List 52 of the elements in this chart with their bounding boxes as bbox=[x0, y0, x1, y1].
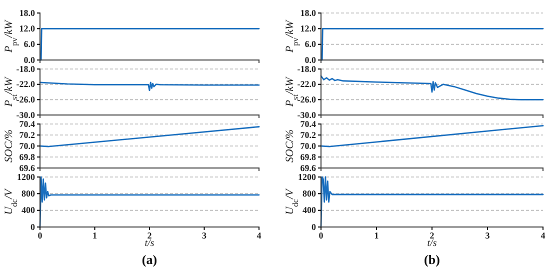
y-tick-label: 69.8 bbox=[300, 152, 316, 162]
y-tick-label: 400 bbox=[302, 205, 316, 216]
line-series bbox=[320, 75, 544, 100]
y-tick-label: 0.0 bbox=[24, 54, 36, 65]
y-tick-label: 69.8 bbox=[19, 152, 36, 162]
x-tick-label: 2 bbox=[147, 230, 152, 240]
y-tick-label: -30.0 bbox=[16, 110, 36, 120]
y-tick-label: 70.4 bbox=[300, 118, 316, 129]
x-tick-label: 1 bbox=[92, 230, 98, 240]
y-tick-label: 12.0 bbox=[300, 24, 316, 34]
y-tick-label: 70.4 bbox=[19, 118, 36, 129]
y-tick-label: 0 bbox=[30, 222, 36, 232]
x-tick-label: 2 bbox=[430, 230, 435, 240]
y-tick-label: -18.0 bbox=[297, 64, 316, 74]
text: (b) bbox=[424, 252, 440, 267]
y-tick-label: -18.0 bbox=[16, 64, 36, 74]
y-tick-label: 0.0 bbox=[304, 54, 316, 65]
x-axis-title: t/s bbox=[144, 238, 154, 249]
y-tick-label: -26.0 bbox=[16, 94, 36, 105]
y-tick-label: 70.0 bbox=[19, 140, 36, 151]
y-tick-label: -30.0 bbox=[297, 110, 316, 120]
x-tick-label: 1 bbox=[374, 230, 380, 240]
y-axis-title: SOC/% bbox=[284, 130, 296, 162]
y-tick-label: 800 bbox=[22, 188, 36, 199]
x-tick-label: 4 bbox=[540, 230, 546, 240]
text: (a) bbox=[142, 252, 158, 267]
y-tick-label: 12.0 bbox=[19, 24, 36, 34]
y-tick-label: 69.6 bbox=[19, 162, 36, 173]
x-tick-label: 4 bbox=[256, 230, 262, 240]
y-tick-label: 6.0 bbox=[24, 39, 36, 50]
x-tick-label: 3 bbox=[202, 230, 207, 240]
y-tick-label: 400 bbox=[22, 205, 36, 216]
y-tick-label: 1200 bbox=[298, 172, 316, 182]
y-tick-label: -26.0 bbox=[297, 94, 316, 105]
y-tick-label: 70.2 bbox=[300, 130, 316, 140]
y-tick-label: -22.0 bbox=[16, 79, 36, 90]
y-axis-title: SOC/% bbox=[3, 130, 15, 162]
y-tick-label: 6.0 bbox=[304, 39, 316, 50]
y-tick-label: 70.0 bbox=[300, 140, 316, 151]
y-tick-label: 70.2 bbox=[19, 130, 36, 140]
y-tick-label: 69.6 bbox=[300, 162, 316, 173]
y-tick-label: 1200 bbox=[17, 172, 36, 182]
y-tick-label: -22.0 bbox=[297, 79, 316, 90]
x-axis-title: t/s bbox=[427, 238, 437, 249]
y-tick-label: 0 bbox=[312, 222, 316, 232]
x-tick-label: 3 bbox=[485, 230, 490, 240]
line-series bbox=[39, 82, 260, 92]
x-tick-label: 0 bbox=[38, 230, 43, 240]
y-tick-label: 18.0 bbox=[19, 8, 36, 18]
x-tick-label: 0 bbox=[318, 230, 324, 240]
y-tick-label: 800 bbox=[302, 188, 316, 199]
y-tick-label: 18.0 bbox=[300, 8, 316, 18]
